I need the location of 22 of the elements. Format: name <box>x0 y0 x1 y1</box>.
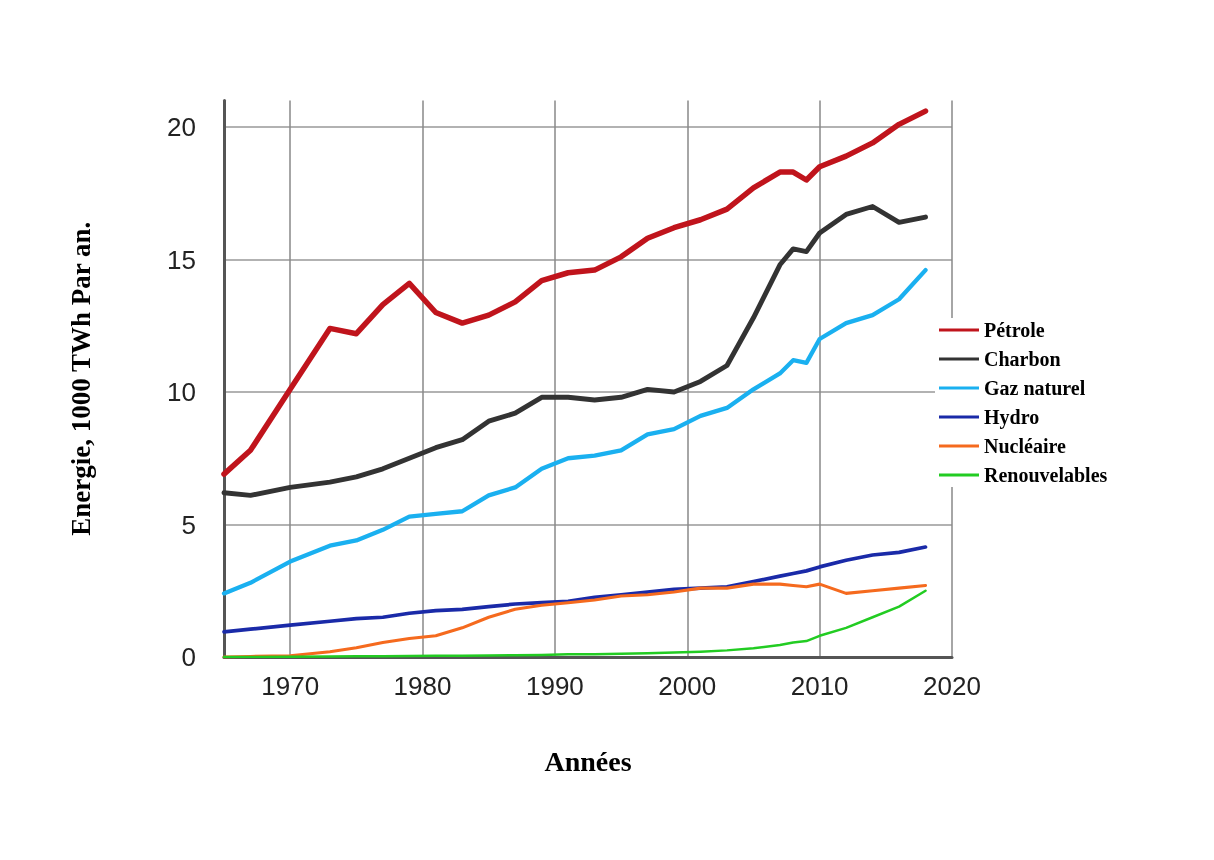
y-tick-label: 15 <box>167 244 196 275</box>
y-tick-label: 10 <box>167 377 196 407</box>
line-series <box>222 545 928 634</box>
legend-label: Charbon <box>984 348 1061 370</box>
y-tick-label: 20 <box>167 112 196 142</box>
x-tick-label: 1970 <box>261 671 320 701</box>
legend-label: Hydro <box>984 406 1040 429</box>
legend-label: Nucléaire <box>984 435 1066 457</box>
x-tick-label: 2000 <box>658 671 717 701</box>
y-tick-label: 5 <box>181 509 196 540</box>
x-tick-label: 1990 <box>525 671 584 701</box>
x-tick-label: 2010 <box>790 671 849 701</box>
legend-label: Renouvelables <box>984 464 1108 486</box>
line-series <box>221 204 928 498</box>
x-tick-label: 2020 <box>923 671 981 701</box>
y-tick-label: 0 <box>181 642 196 672</box>
x-axis-title: Années <box>544 745 632 777</box>
y-axis-title: Energie, 1000 TWh Par an. <box>65 221 96 536</box>
legend-label: Gaz naturel <box>984 377 1086 399</box>
x-tick-label: 1980 <box>393 671 452 701</box>
legend-label: Pétrole <box>984 319 1045 341</box>
line-series <box>221 267 928 596</box>
